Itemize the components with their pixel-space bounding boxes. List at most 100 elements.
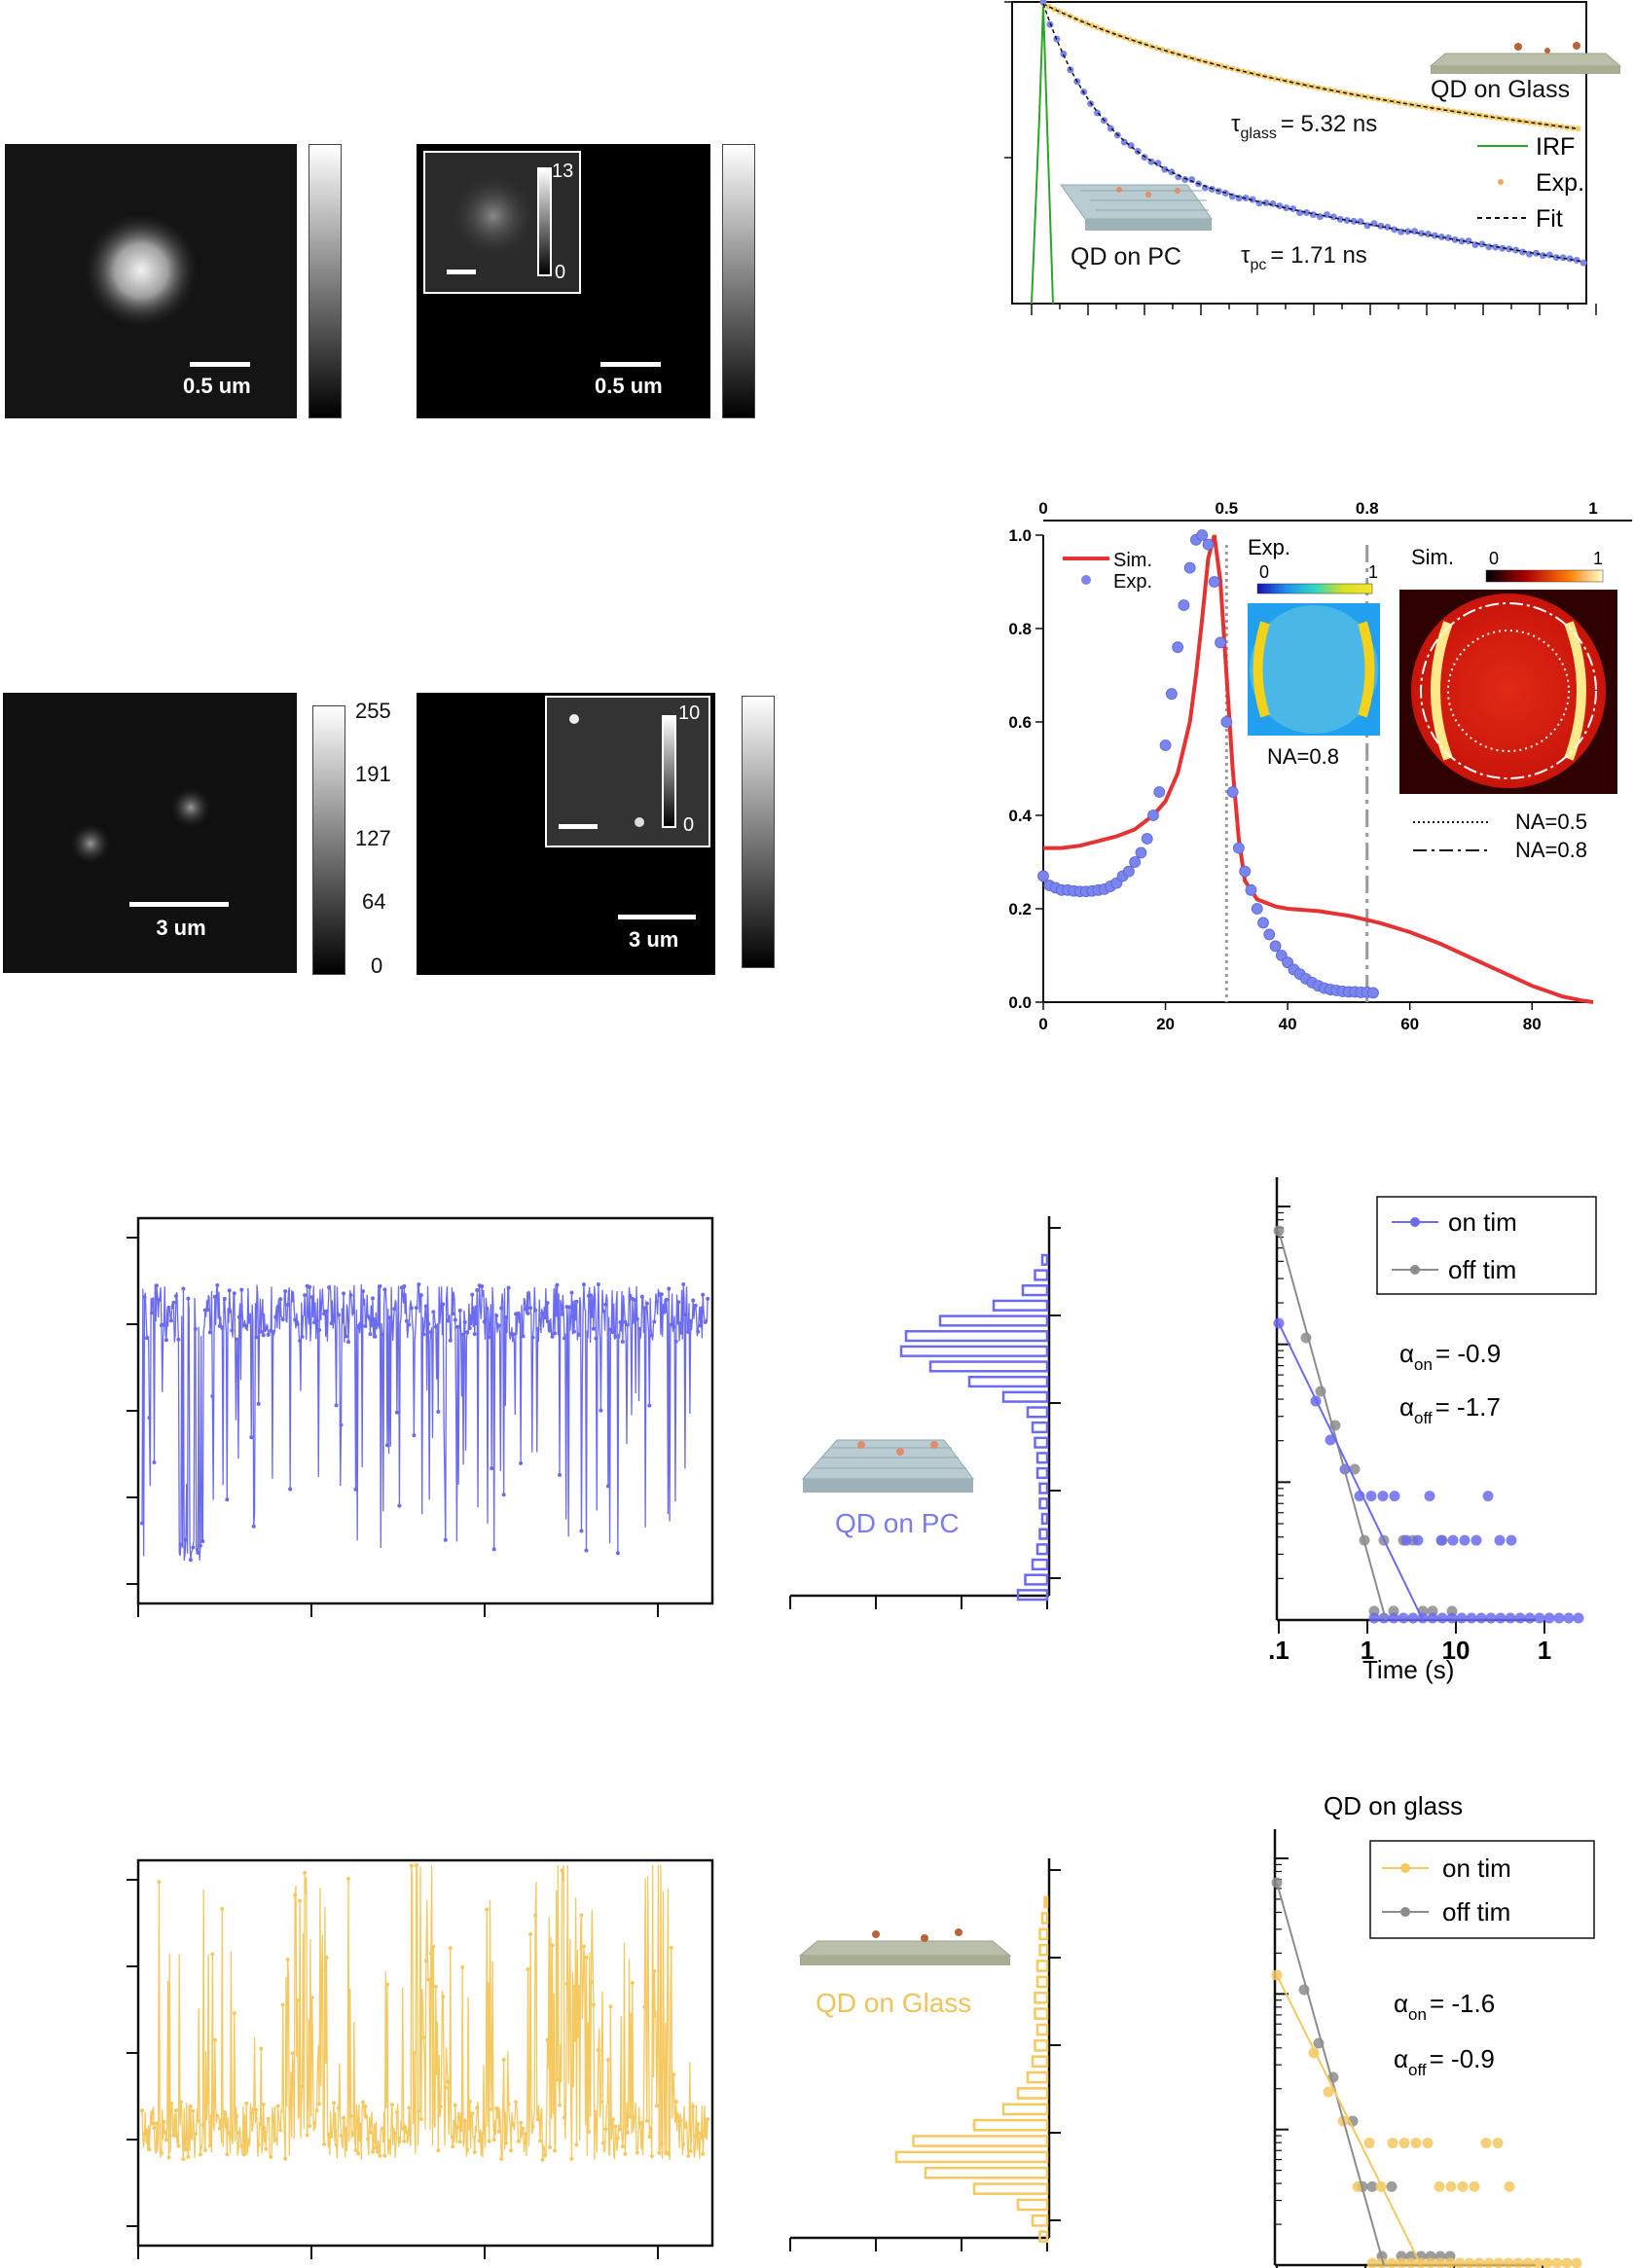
trace-point	[259, 2046, 264, 2051]
svg-text:NA=0.8: NA=0.8	[1267, 744, 1339, 769]
exp-point	[1404, 228, 1412, 235]
exp-point	[1159, 46, 1166, 53]
trace-point	[613, 2124, 618, 2129]
trace-point	[168, 2102, 173, 2106]
trace-point	[239, 2143, 244, 2148]
trace-point	[620, 1339, 625, 1344]
trace-point	[423, 1304, 428, 1309]
on-time-point	[1434, 2180, 1445, 2192]
exp-point	[1153, 45, 1160, 52]
trace-point	[183, 2147, 188, 2152]
on-time-point	[1492, 2138, 1504, 2149]
trace-point	[618, 1320, 623, 1325]
trace-point	[618, 2126, 623, 2131]
image-qd-glass-small: 0.5 um	[5, 144, 297, 418]
exp-point	[1175, 173, 1182, 181]
trace-point	[448, 1338, 453, 1343]
exp-point	[1350, 217, 1358, 225]
exp-point	[1245, 69, 1252, 76]
trace-point	[249, 2110, 254, 2115]
hist-bar	[1040, 1512, 1049, 1526]
colorbar-tick: 255	[355, 699, 391, 723]
trace-point	[332, 2101, 337, 2106]
hist-bar	[1034, 2007, 1049, 2020]
trace-point	[309, 1295, 314, 1300]
x-tick-label: 80	[1523, 1015, 1542, 1031]
trace-point	[232, 2011, 236, 2016]
trace-point	[467, 2100, 472, 2105]
exp-point	[1412, 102, 1419, 109]
exp-point	[1494, 115, 1501, 122]
exp-point	[1289, 205, 1297, 213]
hist-glass-chart: QD on Glass	[789, 1858, 1061, 2251]
colorbar-tick: 64	[362, 889, 386, 914]
trace-point	[558, 2103, 563, 2107]
trace-point	[207, 1330, 212, 1335]
trace-point	[271, 1329, 275, 1334]
trace-point	[553, 2148, 558, 2153]
trace-point	[355, 1324, 360, 1329]
exp-point	[1364, 93, 1370, 100]
trace-point	[384, 1982, 389, 1987]
trace-point	[571, 1985, 576, 1990]
trace-point	[337, 2106, 342, 2110]
trace-point	[351, 1310, 356, 1314]
trace-point	[241, 2152, 246, 2157]
trace-point	[173, 1293, 178, 1298]
x-tick-label: 10	[1442, 1636, 1471, 1665]
trace-point	[191, 2108, 196, 2113]
trace-point	[298, 1898, 303, 1903]
trace-point	[171, 1300, 176, 1305]
scale-bar	[190, 362, 250, 367]
trace-point	[176, 2143, 181, 2148]
trace-point	[342, 2115, 346, 2120]
trace-point	[230, 2134, 235, 2139]
trace-point	[506, 1285, 511, 1290]
exp-point	[1213, 61, 1219, 68]
on-time-point	[1377, 1491, 1389, 1502]
exp-point	[1367, 987, 1379, 999]
trace-point	[144, 1336, 149, 1341]
on-time-point	[1512, 2257, 1524, 2268]
on-time-point	[1459, 1534, 1471, 1546]
trace-point	[608, 1327, 613, 1332]
exp-pattern-inset: Exp. 0 1 NA=	[1248, 535, 1380, 769]
trace-point	[438, 2105, 443, 2109]
trace-point	[460, 1964, 465, 1969]
trace-point	[254, 1335, 259, 1340]
trace-point	[431, 1310, 436, 1314]
trace-point	[662, 1310, 667, 1314]
trace-point	[188, 2105, 193, 2109]
on-time-point	[1573, 1612, 1584, 1624]
svg-text:1: 1	[1368, 562, 1378, 582]
trace-point	[293, 1892, 298, 1897]
trace-point	[480, 1284, 485, 1289]
on-time-point	[1389, 1491, 1400, 1502]
trace-point	[271, 2115, 275, 2120]
trace-point	[480, 2131, 485, 2136]
trace-point	[504, 2141, 509, 2145]
exp-point	[1310, 84, 1317, 90]
trace-point	[683, 2124, 688, 2129]
trace-point	[514, 2100, 519, 2105]
off-time-point	[1366, 2180, 1378, 2192]
image-qd-pc-small: 13 0 0.5 um	[417, 144, 710, 418]
trace-point	[387, 1315, 392, 1320]
trace-point	[576, 1332, 581, 1337]
trace-point	[688, 2148, 693, 2153]
hist-bar	[894, 2150, 1049, 2164]
on-time-point	[1365, 1491, 1377, 1502]
x-tick-label: 40	[1279, 1015, 1297, 1031]
trace-point	[642, 1306, 647, 1311]
trace-point	[649, 1333, 654, 1338]
trace-point	[360, 2100, 365, 2105]
trace-point	[558, 1472, 563, 1477]
exp-point	[1547, 122, 1554, 128]
trace-point	[358, 2122, 363, 2127]
trace-point	[222, 1297, 227, 1302]
trace-point	[186, 2154, 191, 2159]
exp-point	[1202, 538, 1215, 551]
exp-point	[1251, 903, 1263, 915]
trace-point	[528, 1931, 533, 1936]
exp-point	[1051, 6, 1058, 13]
